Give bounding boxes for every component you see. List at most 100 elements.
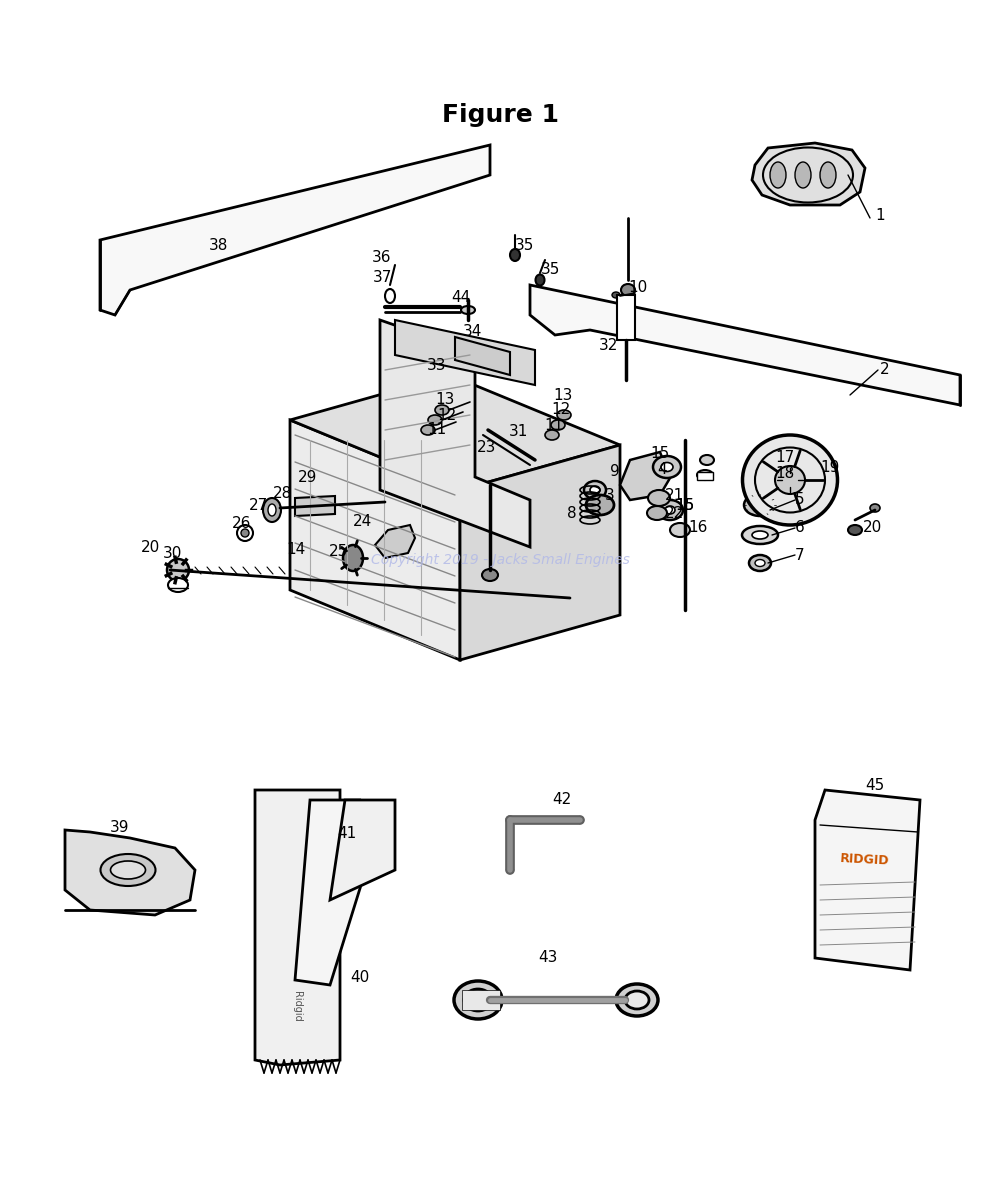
- Text: 21: 21: [665, 488, 685, 502]
- Ellipse shape: [742, 526, 778, 544]
- Polygon shape: [460, 445, 620, 660]
- Text: 11: 11: [544, 418, 564, 433]
- Ellipse shape: [576, 816, 584, 823]
- Text: 38: 38: [208, 237, 228, 253]
- Ellipse shape: [545, 429, 559, 440]
- Text: 15: 15: [675, 497, 695, 513]
- Ellipse shape: [775, 466, 805, 494]
- Text: 10: 10: [628, 280, 648, 296]
- Text: 40: 40: [350, 970, 370, 985]
- Ellipse shape: [461, 305, 475, 314]
- Ellipse shape: [241, 528, 249, 537]
- Text: 19: 19: [820, 460, 840, 476]
- Text: 30: 30: [162, 546, 182, 562]
- Text: Ridgid: Ridgid: [292, 991, 302, 1022]
- Ellipse shape: [755, 560, 765, 567]
- Ellipse shape: [870, 503, 880, 512]
- Polygon shape: [375, 525, 415, 558]
- Text: 36: 36: [372, 251, 392, 266]
- Text: 24: 24: [353, 514, 373, 530]
- Ellipse shape: [100, 854, 156, 886]
- Ellipse shape: [507, 866, 514, 873]
- Ellipse shape: [848, 525, 862, 534]
- Ellipse shape: [621, 284, 635, 296]
- Ellipse shape: [648, 490, 670, 506]
- Ellipse shape: [670, 523, 690, 537]
- Polygon shape: [462, 990, 500, 1010]
- Text: 39: 39: [110, 821, 130, 835]
- Ellipse shape: [647, 506, 667, 520]
- Polygon shape: [395, 320, 535, 385]
- Ellipse shape: [653, 456, 681, 478]
- Ellipse shape: [657, 500, 683, 520]
- Text: 22: 22: [665, 506, 685, 520]
- Ellipse shape: [268, 503, 276, 517]
- Bar: [617, 295, 635, 340]
- Ellipse shape: [454, 981, 502, 1019]
- Ellipse shape: [795, 162, 811, 188]
- Text: 27: 27: [248, 499, 268, 513]
- Text: 20: 20: [140, 540, 160, 556]
- Text: 33: 33: [427, 358, 447, 372]
- Text: 13: 13: [435, 392, 455, 408]
- Text: 37: 37: [372, 271, 392, 285]
- Ellipse shape: [428, 415, 442, 425]
- Text: 1: 1: [875, 208, 885, 223]
- Ellipse shape: [343, 545, 363, 571]
- Polygon shape: [620, 452, 670, 500]
- Text: 11: 11: [427, 422, 447, 438]
- Text: 9: 9: [610, 464, 620, 480]
- Bar: [697, 472, 713, 480]
- Ellipse shape: [263, 497, 281, 523]
- Text: 7: 7: [795, 548, 805, 563]
- Text: 15: 15: [650, 445, 670, 460]
- Ellipse shape: [697, 470, 713, 480]
- Ellipse shape: [586, 495, 614, 515]
- Text: 25: 25: [328, 544, 348, 558]
- Text: 3: 3: [605, 488, 615, 502]
- Text: 5: 5: [795, 493, 805, 507]
- Ellipse shape: [237, 525, 253, 540]
- Text: 12: 12: [551, 402, 571, 418]
- Text: 18: 18: [775, 466, 795, 482]
- Ellipse shape: [507, 816, 514, 823]
- Text: 6: 6: [795, 520, 805, 536]
- Ellipse shape: [464, 989, 492, 1010]
- Text: 8: 8: [567, 506, 577, 520]
- Ellipse shape: [661, 463, 673, 471]
- Ellipse shape: [744, 494, 776, 517]
- Polygon shape: [530, 285, 960, 404]
- Text: 4: 4: [657, 463, 667, 477]
- Ellipse shape: [665, 506, 675, 514]
- Ellipse shape: [742, 435, 838, 525]
- Polygon shape: [65, 830, 195, 915]
- Ellipse shape: [557, 410, 571, 420]
- Polygon shape: [290, 420, 460, 660]
- Text: 32: 32: [598, 339, 618, 353]
- Ellipse shape: [110, 861, 146, 879]
- Polygon shape: [100, 146, 490, 315]
- Ellipse shape: [584, 481, 606, 499]
- Ellipse shape: [625, 991, 649, 1009]
- Ellipse shape: [510, 249, 520, 261]
- Text: 41: 41: [337, 827, 357, 841]
- Text: 12: 12: [437, 408, 457, 422]
- Text: Copyright 2019 - Jacks Small Engines: Copyright 2019 - Jacks Small Engines: [371, 554, 629, 567]
- Text: 23: 23: [477, 440, 497, 456]
- Ellipse shape: [612, 292, 620, 298]
- Ellipse shape: [168, 577, 188, 592]
- Text: 45: 45: [865, 778, 885, 792]
- Polygon shape: [455, 336, 510, 375]
- Polygon shape: [330, 801, 395, 900]
- Text: 31: 31: [508, 425, 528, 439]
- Text: 14: 14: [286, 543, 306, 557]
- Ellipse shape: [551, 420, 565, 429]
- Text: 43: 43: [538, 951, 558, 965]
- Text: 44: 44: [451, 291, 471, 305]
- Text: 15: 15: [675, 497, 695, 513]
- Text: 34: 34: [462, 324, 482, 340]
- Text: Figure 1: Figure 1: [442, 103, 558, 126]
- Polygon shape: [752, 143, 865, 205]
- Text: 35: 35: [540, 262, 560, 278]
- Text: RIDGID: RIDGID: [840, 852, 890, 867]
